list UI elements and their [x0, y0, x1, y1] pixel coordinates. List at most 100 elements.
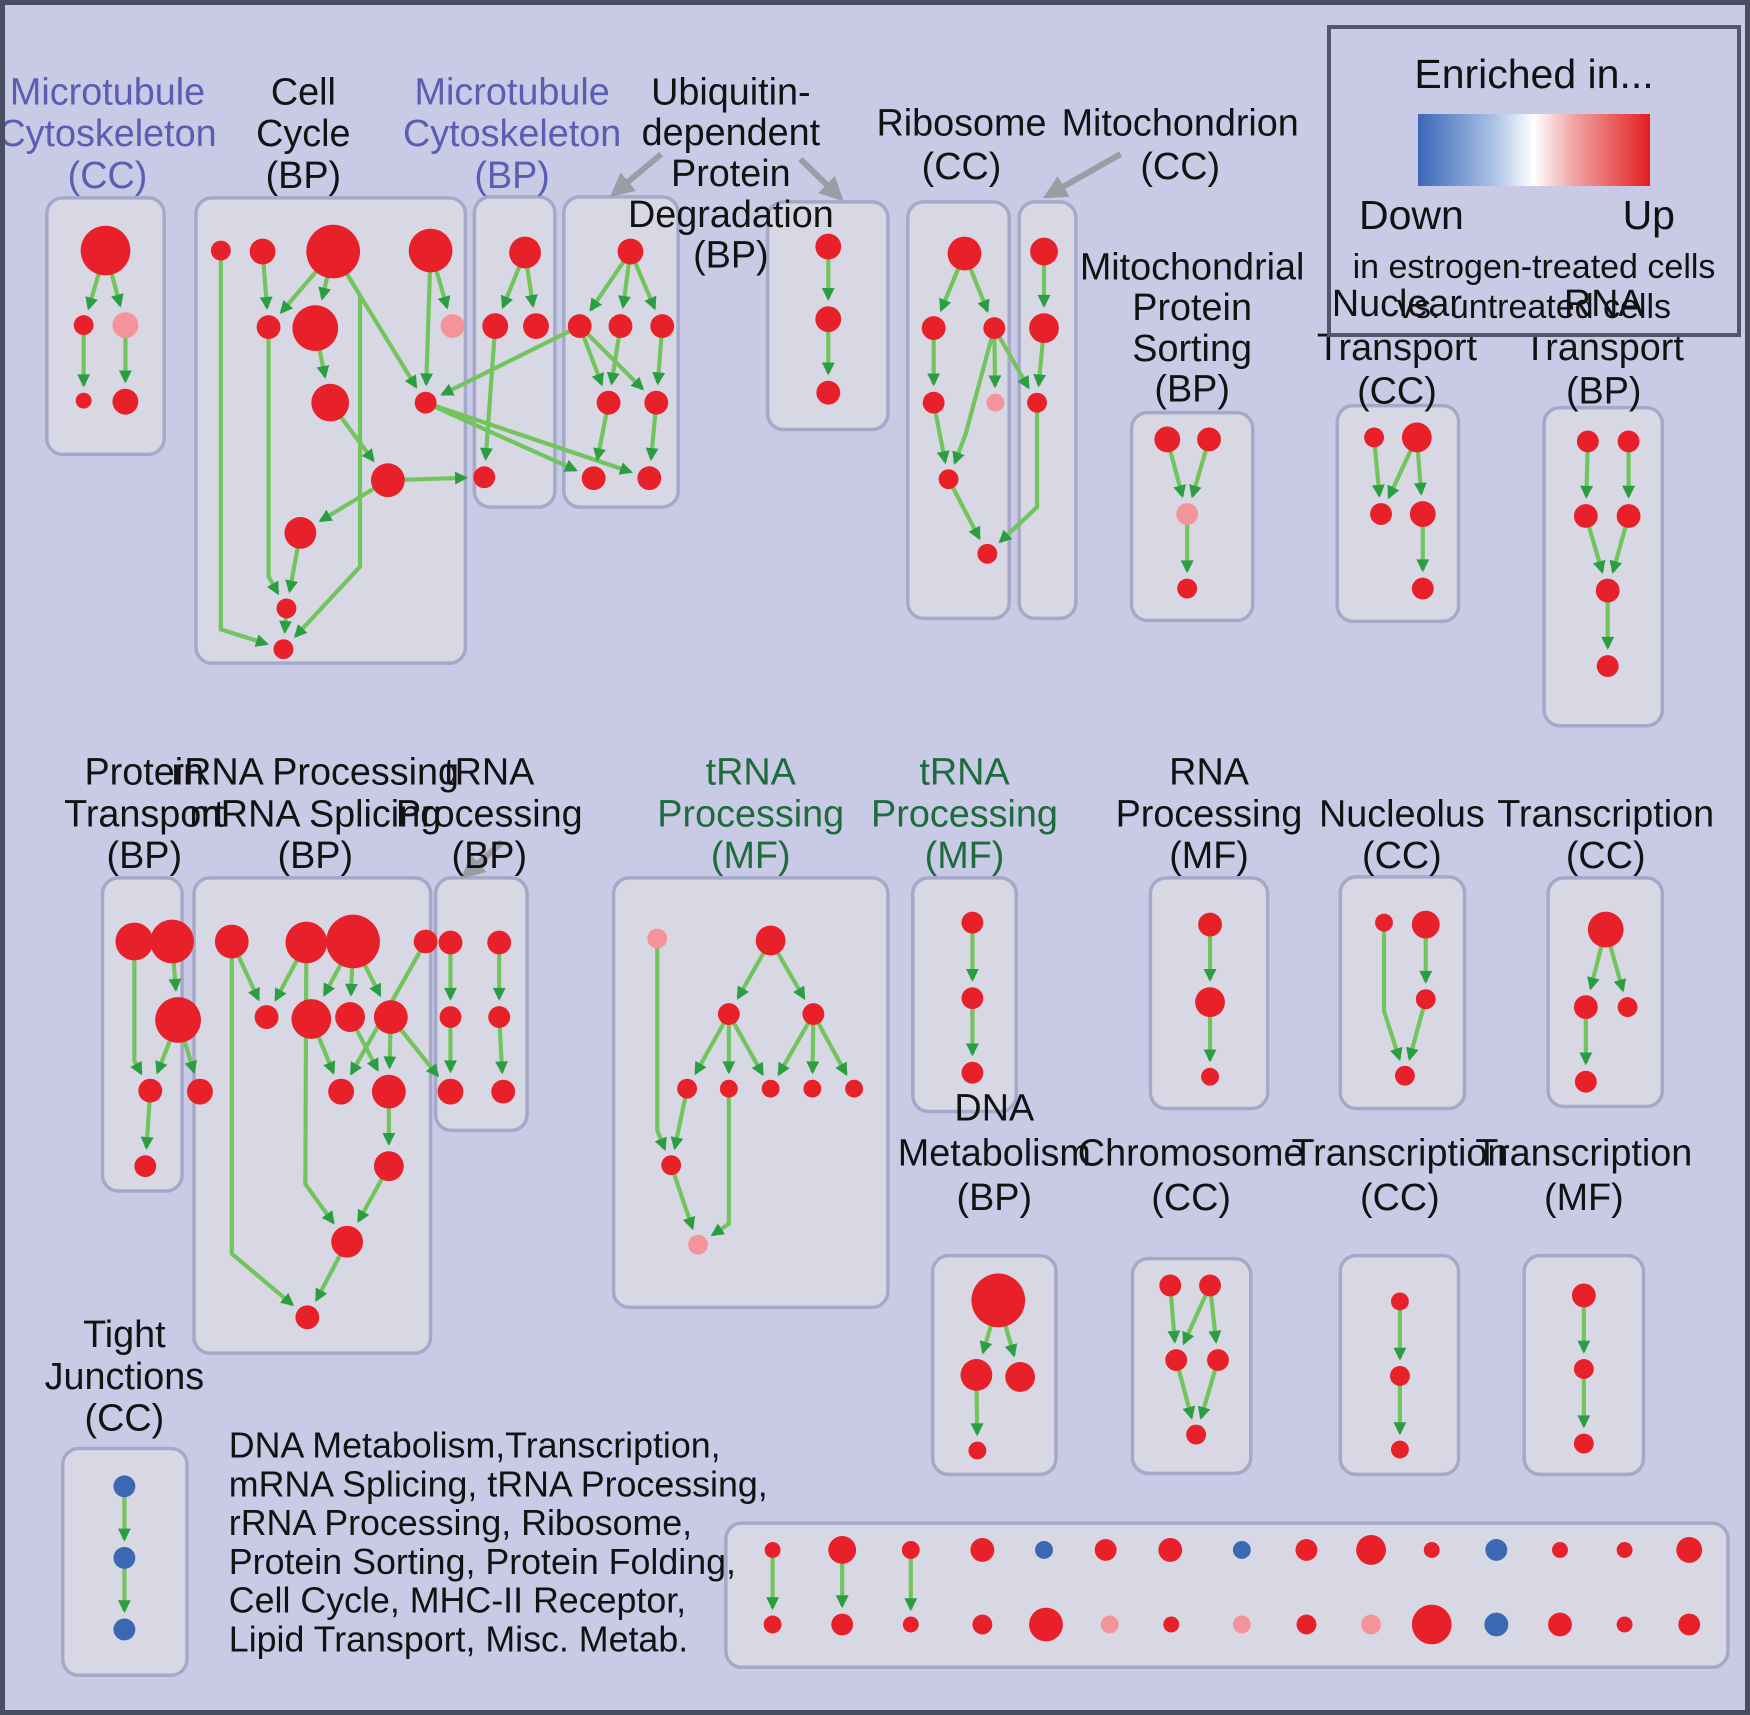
- go-term-node: [187, 1078, 213, 1105]
- go-term-node: [373, 1000, 408, 1034]
- go-term-node: [1389, 1366, 1410, 1386]
- go-term-node: [1484, 1612, 1509, 1637]
- go-term-node: [968, 1441, 987, 1460]
- edge-arrow: [645, 411, 659, 461]
- cluster-box: [194, 196, 468, 665]
- edge-arrow: [495, 1024, 509, 1075]
- diagram-svg: MicrotubuleCytoskeleton(CC)CellCycle(BP)…: [5, 71, 1730, 1677]
- go-term-node: [80, 225, 131, 276]
- edge-arrow: [670, 1095, 688, 1151]
- edge-arrow: [181, 1038, 198, 1075]
- merged-clusters-text-line: Protein Sorting, Protein Folding,: [229, 1542, 736, 1582]
- go-term-node: [1158, 1538, 1183, 1562]
- go-term-node: [986, 393, 1005, 412]
- edge-arrow: [996, 333, 1030, 390]
- edge-arrow: [155, 1037, 173, 1075]
- go-term-node: [487, 930, 512, 955]
- go-term-node: [921, 316, 946, 341]
- go-term-node: [938, 469, 959, 490]
- ubiquitin-degradation-bp-label: Degradation: [628, 194, 834, 236]
- microtubule-cytoskeleton-bp-label: Cytoskeleton: [403, 113, 621, 155]
- go-term-node: [273, 639, 294, 660]
- edge-arrow: [1587, 943, 1605, 991]
- transcription-mf-label: (MF): [1544, 1177, 1624, 1219]
- go-term-node: [802, 1003, 825, 1026]
- go-term-node: [803, 1079, 822, 1098]
- go-term-node: [523, 313, 549, 340]
- legend-title: Enriched in...: [1414, 51, 1654, 97]
- go-term-node: [1165, 1349, 1188, 1371]
- ubiquitin-pointer-right-arrow-icon: [798, 156, 844, 202]
- go-term-node: [1364, 427, 1385, 448]
- go-term-node: [326, 914, 380, 969]
- merged-clusters-text-line: DNA Metabolism,Transcription,: [229, 1426, 721, 1466]
- go-term-node: [688, 1234, 708, 1255]
- cluster-box: [1338, 1253, 1461, 1477]
- go-term-node: [1186, 1424, 1207, 1445]
- protein-transport-bp-label: (BP): [107, 835, 183, 877]
- go-term-node: [1375, 913, 1393, 932]
- go-term-node: [509, 236, 541, 269]
- go-term-node: [438, 930, 463, 955]
- edge-arrow: [356, 1175, 385, 1224]
- edge-arrow: [580, 333, 604, 387]
- go-term-node: [335, 1002, 365, 1032]
- go-term-node: [1411, 910, 1440, 939]
- go-term-node: [1295, 1539, 1318, 1561]
- go-term-node: [311, 383, 350, 422]
- edge-arrow: [998, 409, 1040, 544]
- mitochondrial-protein-sorting-bp-label: Protein: [1132, 287, 1252, 329]
- legend-subtitle-2: vs. untreated cells: [1396, 288, 1672, 326]
- edge-arrow: [361, 961, 382, 998]
- edge-arrow: [593, 411, 609, 462]
- ribosome-cc-label: Ribosome: [876, 102, 1046, 144]
- edge-arrow: [397, 1026, 440, 1078]
- go-term-node: [256, 315, 281, 340]
- go-term-node: [214, 924, 249, 959]
- go-term-node: [661, 1155, 682, 1176]
- rna-transport-bp-label: RNA: [1564, 283, 1645, 325]
- go-term-node: [960, 1359, 993, 1391]
- go-term-node: [373, 1151, 404, 1182]
- go-term-node: [1390, 1292, 1409, 1311]
- go-term-node: [961, 1061, 984, 1084]
- go-term-node: [1030, 237, 1058, 266]
- rrna-processing-mrna-splicing-bp-label: mRNA Splicing: [189, 793, 441, 835]
- go-term-node: [1390, 1440, 1409, 1459]
- go-term-node: [414, 391, 437, 414]
- go-term-node: [1595, 578, 1620, 603]
- go-term-node: [1154, 426, 1181, 453]
- go-term-node: [1423, 1541, 1440, 1558]
- nucleolus-cc-label: Nucleolus: [1319, 793, 1485, 835]
- transcription-mf-label: Transcription: [1475, 1132, 1692, 1174]
- edge-arrow: [654, 945, 667, 1151]
- go-term-node: [254, 1005, 279, 1029]
- go-term-node: [276, 598, 297, 619]
- edge-arrow: [1182, 1291, 1209, 1346]
- go-term-node: [608, 314, 633, 339]
- trna-processing-mf-1-label: (MF): [711, 835, 791, 877]
- edge-arrow: [479, 335, 497, 461]
- trna-processing-bp-label: tRNA: [444, 751, 535, 793]
- trna-processing-bp-label: (BP): [451, 835, 527, 877]
- edge-arrow: [952, 335, 995, 465]
- go-term-node: [473, 466, 496, 489]
- edge-arrow: [500, 263, 523, 310]
- edge-arrow: [970, 1387, 984, 1437]
- trna-processing-mf-1-label: tRNA: [706, 751, 797, 793]
- go-term-node: [1617, 430, 1640, 453]
- edge-arrow: [218, 257, 269, 647]
- go-term-node: [647, 928, 668, 949]
- edge-arrow: [949, 484, 981, 541]
- legend-subtitle-1: in estrogen-treated cells: [1352, 248, 1716, 286]
- go-term-node: [1195, 987, 1225, 1018]
- edge-arrow: [318, 485, 378, 523]
- edge-arrow: [694, 1020, 727, 1076]
- mitochondrial-protein-sorting-bp-label: Mitochondrial: [1080, 246, 1305, 288]
- go-term-node: [831, 1613, 854, 1636]
- edge-arrow: [584, 330, 645, 391]
- go-term-node: [901, 1540, 920, 1559]
- cell-cycle-bp-label: Cycle: [256, 113, 350, 155]
- go-term-node: [1573, 995, 1598, 1020]
- edge-arrow: [383, 1030, 397, 1070]
